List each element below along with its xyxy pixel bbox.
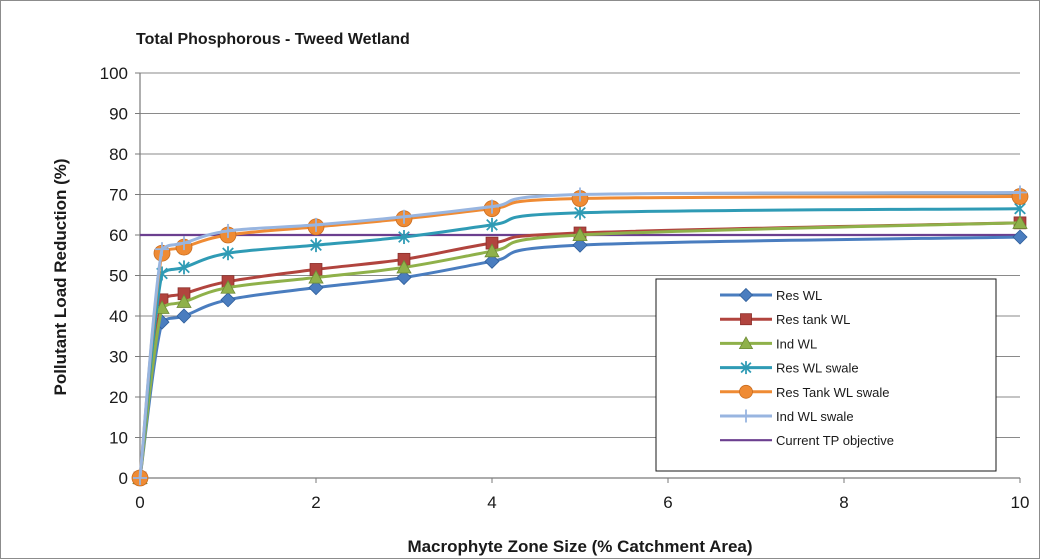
point-marker [486,217,498,232]
point-marker [485,199,499,214]
legend-item: Res Tank WL swale [720,385,889,400]
point-marker [572,227,588,241]
y-tick-label: 50 [109,267,128,286]
legend-label: Current TP objective [776,433,894,448]
legend-item: Ind WL swale [720,409,854,424]
point-marker [572,237,588,253]
y-tick-label: 60 [109,226,128,245]
point-marker [398,230,410,245]
y-tick-label: 0 [119,469,128,488]
point-marker [484,253,500,269]
y-axis-label: Pollutant Load Reduction (%) [51,158,70,395]
x-tick-labels: 0 2 4 6 8 10 [135,493,1029,512]
point-marker [574,205,586,220]
point-marker [1012,229,1028,245]
point-marker [740,361,752,375]
legend-label: Ind WL [776,336,817,351]
point-marker [1012,215,1028,229]
x-axis-label: Macrophyte Zone Size (% Catchment Area) [407,537,752,556]
point-marker [155,242,169,257]
point-marker [176,294,192,308]
point-marker [739,384,753,399]
point-marker [739,409,753,423]
legend-item: Ind WL [720,336,817,351]
series-res-wl-swale [134,201,1026,485]
x-tick-label: 4 [487,493,496,512]
y-tick-label: 100 [100,64,128,83]
legend-box [655,278,997,472]
series-layer [131,185,1029,487]
point-marker [221,223,235,238]
point-marker [396,269,412,286]
y-tick-label: 70 [109,186,128,205]
y-tick-label: 30 [109,348,128,367]
point-marker [573,187,587,202]
chart-title: Total Phosphorous - Tweed Wetland [136,31,410,48]
series-line [138,235,1021,479]
legend-label: Res WL swale [776,361,859,376]
point-marker [220,279,236,294]
y-tick-label: 80 [109,145,128,164]
point-marker [397,209,411,224]
axes [135,72,1021,483]
series-line [138,221,1021,479]
legend-label: Ind WL swale [776,409,854,424]
y-tick-label: 40 [109,307,128,326]
legend-item: Res tank WL [720,312,850,327]
point-marker [177,236,191,251]
point-marker [309,217,323,232]
point-marker [740,313,752,326]
legend-label: Res WL [776,288,822,303]
point-marker [133,471,147,485]
x-tick-label: 2 [311,493,320,512]
legend-item: Current TP objective [720,433,894,448]
legend-item: Res WL swale [720,361,859,376]
point-marker [220,292,236,308]
point-marker [1013,185,1027,200]
x-tick-label: 6 [663,493,672,512]
point-marker [308,269,324,284]
point-marker [310,238,322,253]
x-tick-label: 0 [135,493,144,512]
y-tick-label: 10 [109,429,128,448]
point-marker [222,246,234,261]
x-tick-label: 8 [839,493,848,512]
legend-label: Res Tank WL swale [776,385,889,400]
y-tick-label: 20 [109,388,128,407]
point-marker [738,287,754,303]
series-ind-wl-swale [133,185,1027,485]
x-tick-label: 10 [1011,493,1030,512]
y-tick-labels: 0 10 20 30 40 50 60 70 80 90 100 [100,64,128,488]
point-marker [396,259,412,274]
legend-item: Res WL [720,287,822,303]
legend-label: Res tank WL [776,312,850,327]
legend: Res WL Res tank WL Ind WL Res WL swale Res T… [655,278,997,472]
point-marker [178,260,190,275]
point-marker [738,336,754,349]
point-marker [308,280,324,296]
y-tick-label: 90 [109,105,128,124]
point-marker [484,243,500,258]
point-marker [176,308,192,324]
